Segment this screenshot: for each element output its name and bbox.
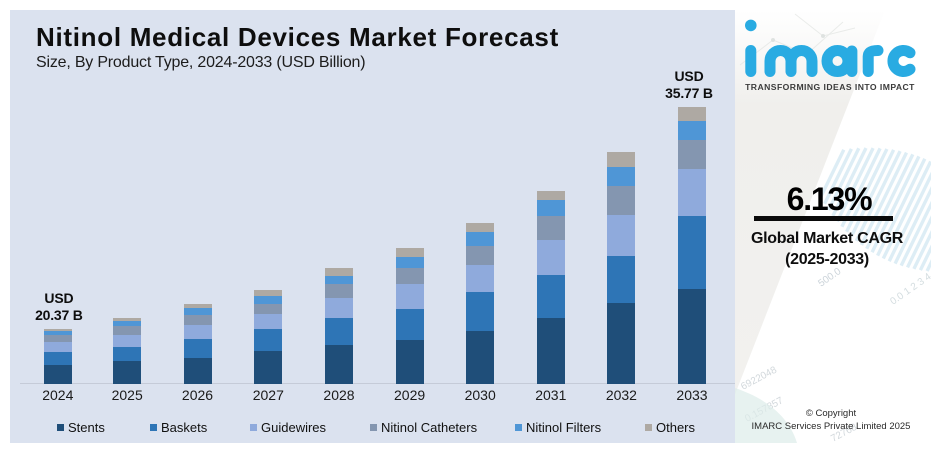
svg-text:0.0 1 2 3 4: 0.0 1 2 3 4 [888,271,931,307]
svg-text:500.0: 500.0 [816,266,843,290]
svg-text:6922048: 6922048 [739,364,779,392]
